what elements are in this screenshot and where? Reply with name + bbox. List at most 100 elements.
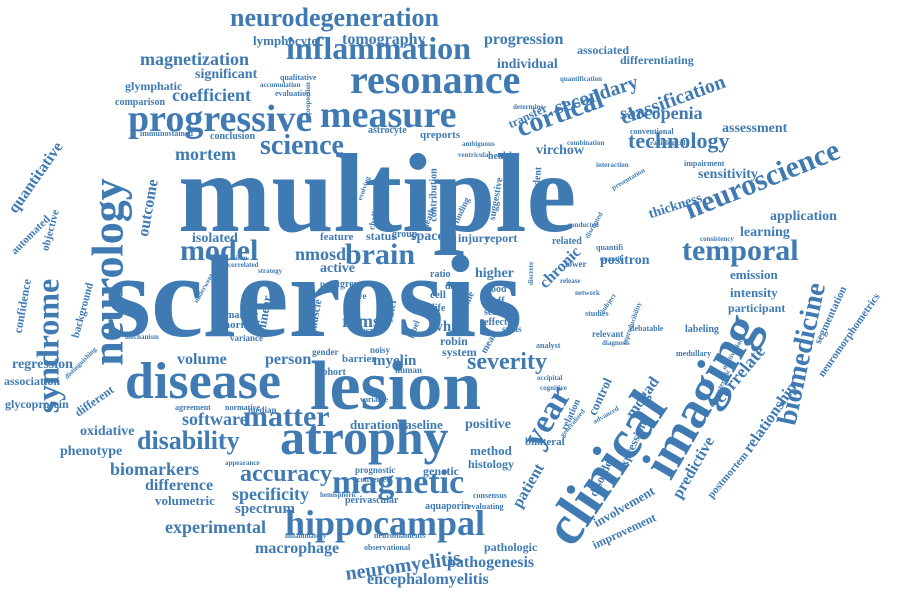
word-analyst: analyst [536,341,561,350]
word-isolated: isolated [192,231,238,246]
word-sensitivity: sensitivity [698,167,758,182]
word-rrms: rrms [342,311,380,331]
word-sclerosis: sclerosis [105,231,523,362]
word-median: median [248,405,277,415]
word-neurodegeneration: neurodegeneration [230,3,439,32]
word-mortem: mortem [175,144,236,164]
word-progression: progression [484,31,564,48]
word-method: method [470,443,512,458]
word-discrete: discrete [527,261,536,286]
word-interaction: interaction [596,161,629,169]
word-quantib: quantib [600,255,624,263]
word-bilateral: bilateral [525,436,565,448]
word-neurofilaments: neurofilaments [374,531,426,540]
word-higher: higher [475,266,514,281]
word-converted: converted [357,475,391,484]
word-group: group [392,229,418,240]
word-immunostained: immunostained [140,129,193,138]
word-variance: variance [230,333,263,343]
word-related: related [552,236,582,247]
word-lower: lower [565,259,587,269]
word-person: person [265,351,312,368]
word-determine: determine [513,103,544,111]
word-measure: measure [320,94,457,136]
word-syndrome: syndrome [29,278,66,414]
word-hemispheric: hemispheric [320,491,357,499]
word-relevant: relevant [592,329,624,339]
word-science: science [260,130,344,161]
word-volume: volume [177,351,227,368]
word-marker: marker [226,310,259,321]
word-ratio: ratio [430,269,451,280]
word-mechanism: mechanism [125,333,159,341]
word-point: point [320,279,341,289]
word-outcome: outcome [135,177,162,238]
word-conducted: conducted [568,221,599,229]
word-macrophage: macrophage [255,540,340,557]
word-lymphocyte: lymphocyte [253,33,318,48]
word-human: human [395,365,423,375]
word-agreement: agreement [175,403,211,412]
word-matter: matter [243,400,330,433]
word-qreports: qreports [420,129,461,141]
word-cognitive: cognitive [540,384,567,392]
word-software: software [182,409,248,429]
word-model: model [180,234,259,267]
word-strategy: strategy [258,267,283,275]
word-individual: individual [497,57,558,72]
word-normative: normative [225,403,261,412]
word-medullary: medullary [676,349,712,358]
word-comparison: comparison [115,97,165,108]
word-robin: robin [440,334,468,348]
word-associated: associated [577,43,629,57]
word-scale: scale [484,307,505,318]
word-healthy: healthy [488,151,520,162]
word-feature: feature [320,231,354,243]
word-tomography: tomography [342,31,426,48]
word-hippocampal: hippocampal [285,503,486,543]
word-noisy: noisy [370,345,391,355]
word-patient: patient [509,460,548,511]
word-glymphatic: glymphatic [125,79,183,93]
word-variable: variable [360,395,388,404]
word-evaluation: evaluation [275,89,311,98]
word-ventricular: ventricular [458,151,492,159]
word-labeling: labeling [685,324,719,335]
word-impairment: impairment [684,159,725,168]
word-lesion: lesion [310,348,482,425]
word-quantification: quantification [560,75,603,83]
word-status: status [366,229,397,243]
word-experimental: experimental [165,517,266,537]
word-genetic: genetic [423,464,459,478]
word-qualitative: qualitative [280,73,317,82]
word-duration: duration [350,417,399,432]
word-result: result [356,325,383,337]
word-resonance: resonance [350,57,521,102]
word-consistency: consistency [700,235,734,243]
word-report: report [485,231,518,245]
word-aquaporin: aquaporin [425,501,470,512]
word-conventional: conventional [630,127,674,136]
word-occipital: occipital [537,374,563,382]
word-observational: observational [364,543,411,552]
word-normal: normal [224,319,259,331]
word-brain: brain [345,238,416,271]
word-encephalomyelitis: encephalomyelitis [367,571,489,588]
word-conclusion: conclusion [210,131,256,142]
word-effect: effect [484,317,508,328]
word-inflammatory: inflammatory [285,532,327,540]
word-diagnosis: diagnosis [602,339,630,347]
word-prognostic: prognostic [355,465,396,475]
word-biomarkers: biomarkers [110,459,199,479]
word-spectrum: spectrum [235,501,295,517]
word-pathologic: pathologic [484,540,538,554]
word-assessment: assessment [722,121,788,136]
word-micro: micro [230,254,248,262]
word-accuracy: accuracy [240,461,332,487]
word-oxidative: oxidative [80,424,135,439]
word-association: association [4,374,61,388]
word-studies: studies [585,309,609,318]
word-phenotype: phenotype [60,444,123,459]
word-appearance: appearance [225,459,260,467]
word-progressive: progressive [128,98,313,140]
